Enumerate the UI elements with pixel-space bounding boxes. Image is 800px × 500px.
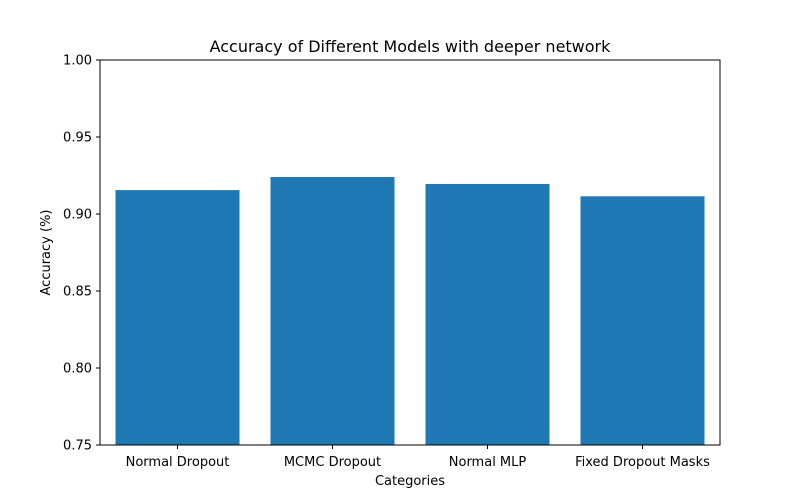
y-tick-label: 0.75 (63, 439, 92, 454)
x-axis-label: Categories (375, 474, 445, 489)
y-tick-label: 0.90 (63, 208, 92, 223)
y-tick-label: 1.00 (63, 54, 92, 69)
x-axis-ticks: Normal Dropout MCMC Dropout Normal MLP Fixe… (126, 445, 710, 470)
y-axis-label: Accuracy (%) (39, 210, 54, 296)
y-tick-label: 0.85 (63, 285, 92, 300)
x-tick-label: MCMC Dropout (284, 455, 381, 470)
bar-normal-dropout (115, 190, 240, 445)
x-tick-label: Fixed Dropout Masks (575, 455, 710, 470)
bars-group (115, 177, 705, 446)
bar-normal-mlp (425, 183, 550, 445)
bar-fixed-dropout-masks (580, 196, 705, 445)
y-axis-ticks: 0.75 0.80 0.85 0.90 0.95 1.00 (63, 54, 100, 454)
y-tick-label: 0.95 (63, 131, 92, 146)
y-tick-label: 0.80 (63, 362, 92, 377)
chart-title: Accuracy of Different Models with deeper… (210, 37, 612, 56)
plot-frame (99, 59, 721, 446)
x-tick-label: Normal Dropout (126, 455, 230, 470)
bar-mcmc-dropout (270, 177, 395, 446)
x-tick-label: Normal MLP (449, 455, 527, 470)
